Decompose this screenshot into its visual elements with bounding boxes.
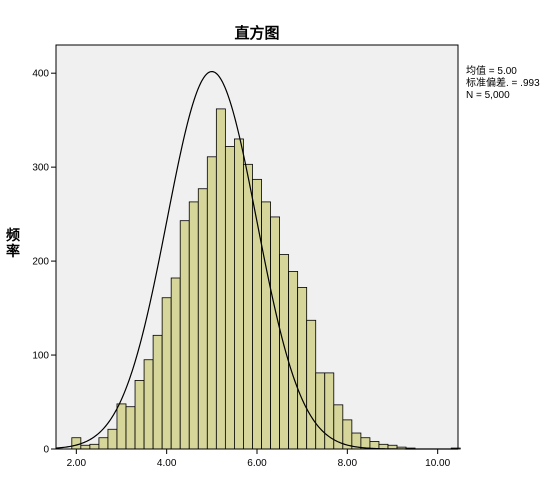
histogram-bar (125, 406, 136, 450)
histogram-bar (234, 138, 244, 450)
stats-legend: 均值 = 5.00 标准偏差. = .993 N = 5,000 (466, 66, 540, 102)
x-tick-label: 10.00 (425, 458, 450, 469)
stats-sd: 标准偏差. = .993 (466, 78, 540, 89)
y-tick-label: 300 (32, 163, 49, 174)
histogram-bar (107, 428, 118, 450)
histogram-bar (80, 444, 91, 450)
x-tick-label: 8.00 (338, 458, 358, 469)
histogram-bar (324, 372, 335, 450)
y-axis-label: 频率 (6, 228, 20, 260)
histogram-bar (89, 443, 100, 450)
histogram-bar (143, 359, 154, 450)
histogram-bar (315, 372, 326, 450)
histogram-bar (197, 188, 208, 450)
histogram-bar (116, 403, 127, 450)
histogram-bar (279, 254, 290, 450)
x-tick-label: 6.00 (247, 458, 267, 469)
chart-title: 直方图 (234, 24, 280, 42)
y-tick-label: 400 (32, 69, 49, 80)
histogram-bar (224, 146, 235, 450)
stats-mean: 均值 = 5.00 (466, 66, 517, 77)
histogram-bar (261, 201, 271, 450)
histogram-bar (134, 380, 145, 450)
histogram-bar (206, 156, 217, 450)
histogram-bar (270, 216, 280, 450)
histogram-bar (71, 437, 82, 450)
histogram-bar (179, 220, 190, 450)
histogram-bar (161, 297, 172, 450)
y-tick-label: 100 (32, 351, 49, 362)
histogram-bar (98, 437, 109, 450)
histogram-bar (288, 271, 299, 450)
histogram-bar (297, 286, 308, 450)
histogram-bar (306, 319, 317, 450)
histogram-bar (170, 277, 181, 450)
y-tick-label: 0 (43, 445, 49, 456)
histogram-bar (243, 163, 253, 450)
histogram-bar (188, 201, 199, 450)
histogram-bar (215, 108, 226, 450)
y-tick-label: 200 (32, 257, 49, 268)
stats-n: N = 5,000 (466, 90, 510, 101)
x-tick-label: 4.00 (157, 458, 177, 469)
x-tick-label: 2.00 (67, 458, 87, 469)
histogram-bar (152, 334, 163, 450)
